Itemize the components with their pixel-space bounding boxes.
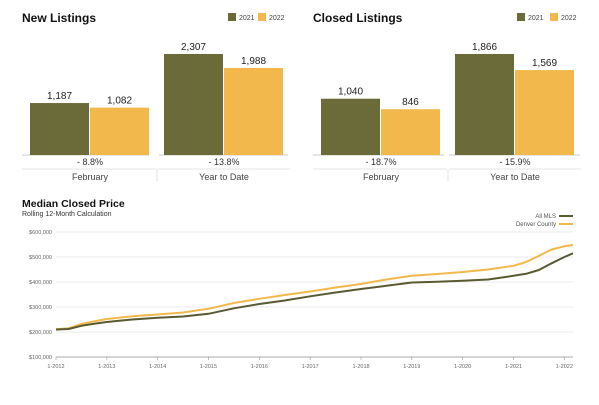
x-tick-label: 1-2012	[47, 364, 64, 370]
bar-value-label: 1,988	[241, 56, 266, 67]
line-series-denver-county	[55, 244, 574, 331]
x-tick-label: 1-2015	[200, 364, 217, 370]
line-legend-label: All MLS	[535, 214, 556, 220]
new-listings-bars: 1,187 1,082 - 8.8% February 2,307 1,988 - 13.8…	[22, 42, 290, 182]
x-tick-label: 1-2020	[454, 364, 471, 370]
median-price-title: Median Closed Price	[22, 198, 125, 210]
y-tick-label: $500,000	[29, 255, 52, 261]
line-series-all-mls	[55, 252, 574, 331]
bar-2022-year-to-date	[224, 67, 283, 155]
y-tick-label: $200,000	[29, 330, 52, 336]
legend-swatch-2022	[258, 13, 266, 21]
x-tick-label: 1-2022	[556, 364, 573, 370]
bar-value-label: 1,040	[338, 87, 363, 98]
category-label: February	[72, 172, 109, 182]
x-tick-label: 1-2019	[403, 364, 420, 370]
percent-change-label: - 18.7%	[365, 157, 396, 167]
bar-value-label: 1,082	[107, 96, 132, 107]
median-price-subtitle: Rolling 12-Month Calculation	[22, 211, 112, 218]
legend-label-2022: 2022	[561, 15, 577, 22]
bar-2021-year-to-date	[455, 54, 514, 155]
bar-value-label: 1,866	[472, 42, 497, 53]
closed-listings-bars: 1,040 846 - 18.7% February 1,866 1,569 - 15.9%…	[313, 42, 581, 182]
x-tick-label: 1-2018	[352, 364, 369, 370]
closed-listings-chart: Closed Listings 2021 2022 1,040 846 - 18.7…	[313, 11, 581, 182]
new-listings-chart: New Listings 2021 2022 1,187 1,082 - 8.8% F…	[22, 11, 290, 182]
closed-listings-title: Closed Listings	[313, 11, 403, 25]
y-tick-label: $100,000	[29, 355, 52, 361]
x-tick-label: 1-2016	[251, 364, 268, 370]
bar-2021-february	[321, 98, 380, 155]
legend-swatch-2021	[228, 13, 236, 21]
x-tick-label: 1-2021	[505, 364, 522, 370]
x-tick-label: 1-2013	[98, 364, 115, 370]
percent-change-label: - 8.8%	[77, 157, 103, 167]
line-legend-label: Denver County	[516, 222, 556, 228]
new-listings-title: New Listings	[22, 11, 96, 25]
y-tick-label: $600,000	[29, 230, 52, 236]
legend-label-2021: 2021	[528, 15, 544, 22]
legend-label-2022: 2022	[269, 15, 285, 22]
bar-2021-february	[30, 103, 89, 155]
bar-2021-year-to-date	[164, 54, 223, 155]
bar-2022-february	[381, 109, 440, 155]
legend-label-2021: 2021	[239, 15, 255, 22]
percent-change-label: - 13.8%	[208, 157, 239, 167]
bar-2022-february	[90, 107, 149, 155]
bar-2022-year-to-date	[515, 70, 574, 155]
bar-value-label: 1,187	[47, 91, 72, 102]
category-label: Year to Date	[199, 172, 249, 182]
bar-value-label: 846	[402, 97, 419, 108]
x-tick-label: 1-2014	[149, 364, 166, 370]
y-tick-label: $300,000	[29, 305, 52, 311]
y-tick-label: $400,000	[29, 280, 52, 286]
category-label: February	[363, 172, 400, 182]
category-label: Year to Date	[490, 172, 540, 182]
legend-swatch-2021	[517, 13, 525, 21]
median-closed-price-chart: Median Closed Price Rolling 12-Month Cal…	[22, 198, 574, 370]
percent-change-label: - 15.9%	[499, 157, 530, 167]
legend-swatch-2022	[550, 13, 558, 21]
bar-value-label: 1,569	[532, 58, 557, 69]
median-price-plot: $100,000 $200,000 $300,000 $400,000 $500,000…	[29, 214, 574, 370]
x-tick-label: 1-2017	[302, 364, 319, 370]
bar-value-label: 2,307	[181, 42, 206, 53]
